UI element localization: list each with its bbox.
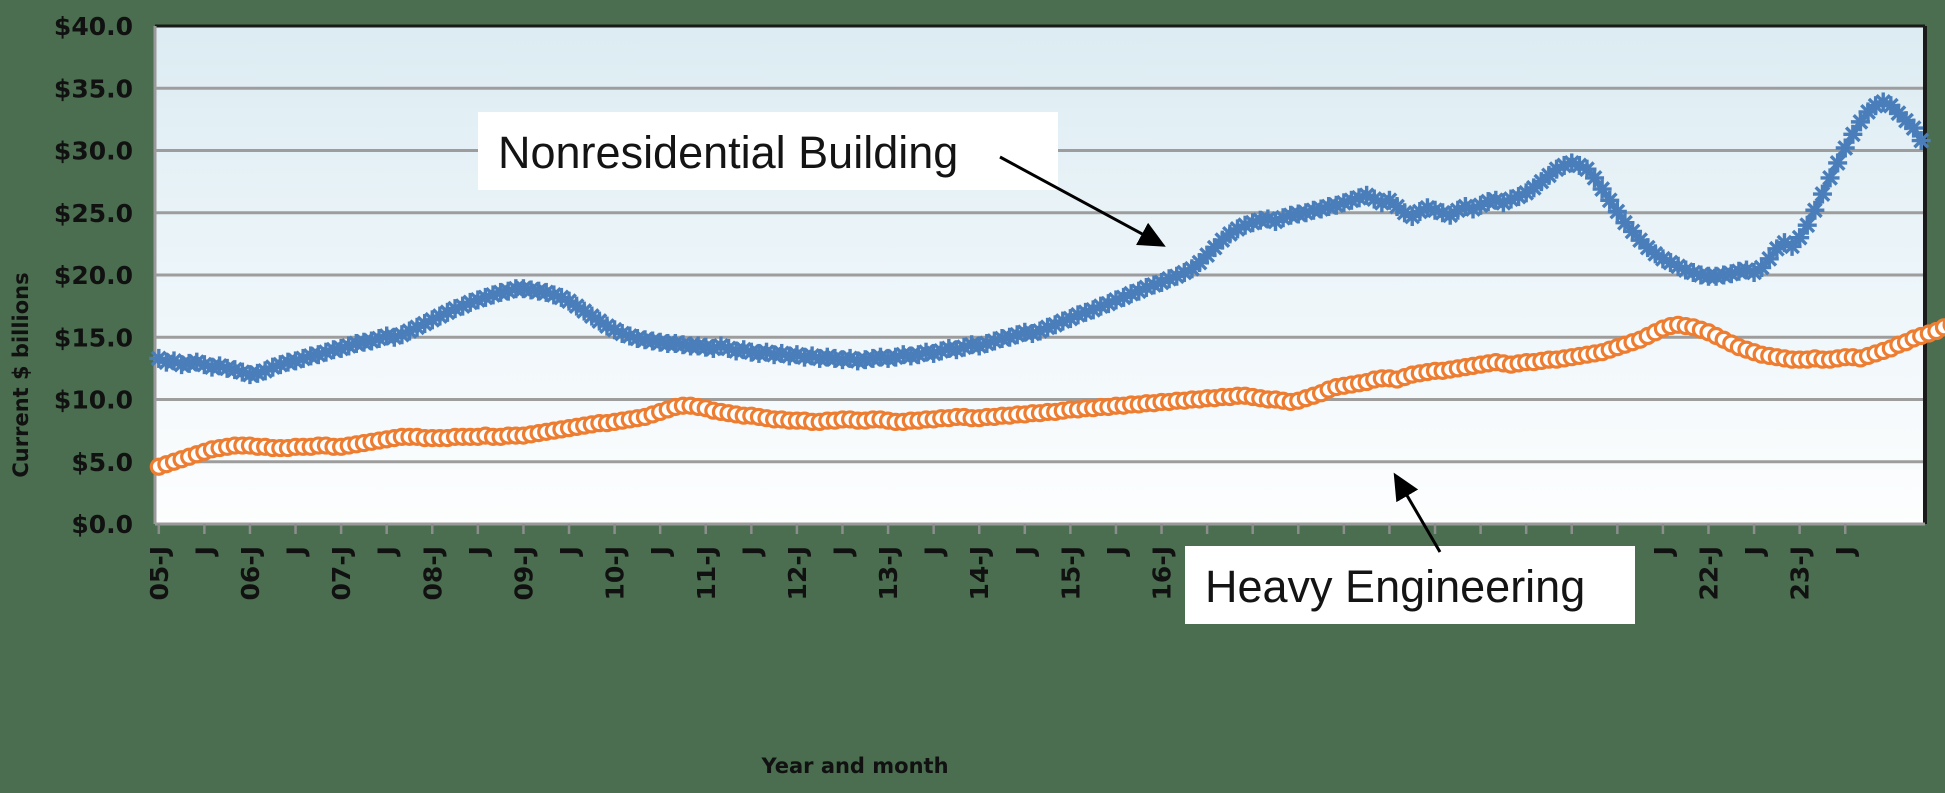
- data-point-marker: [1600, 190, 1620, 210]
- annotation-leader-heavy: [1393, 472, 1442, 553]
- data-point-marker: [1828, 153, 1848, 173]
- annotation-label-box-heavy: [1185, 546, 1635, 624]
- x-axis-tick-label: J: [829, 546, 858, 557]
- data-point-marker: [1782, 236, 1802, 256]
- data-point-marker: [1592, 179, 1612, 199]
- data-point-marker: [1820, 168, 1840, 188]
- x-axis-title: Year and month: [760, 754, 948, 778]
- series-layer: [149, 92, 1945, 476]
- annotation-label-heavy: Heavy Engineering: [1205, 561, 1585, 612]
- x-axis-tick-label: 05-J: [145, 546, 174, 600]
- data-point-marker: [1790, 228, 1810, 248]
- x-axis-tick-label: 10-J: [601, 546, 630, 600]
- data-point-marker: [1531, 172, 1551, 192]
- annotation-leader-nonresidential: [999, 155, 1166, 247]
- y-axis-tick-label: $0.0: [71, 510, 133, 539]
- x-axis-tick-label: J: [737, 546, 766, 557]
- data-point-marker: [1835, 138, 1855, 158]
- x-axis-tick-label: J: [1011, 546, 1040, 557]
- data-point-marker: [1911, 131, 1931, 151]
- y-axis-tick-label: $15.0: [54, 323, 133, 352]
- y-axis-title: Current $ billions: [9, 272, 33, 477]
- x-axis-tick-label: J: [1102, 546, 1131, 557]
- x-axis-tick-label: 08-J: [418, 546, 447, 600]
- x-axis-tick-label: 14-J: [965, 546, 994, 600]
- x-axis-tick-label: 11-J: [692, 546, 721, 600]
- data-point-marker: [1585, 168, 1605, 188]
- series-1: [149, 92, 1931, 385]
- data-point-marker: [1843, 124, 1863, 144]
- data-point-marker: [1797, 215, 1817, 235]
- x-axis-tick-label: 09-J: [509, 546, 538, 600]
- x-axis-tick-label: 23-J: [1786, 546, 1815, 600]
- x-axis-ticks: [157, 524, 1847, 534]
- y-axis-tick-label: $10.0: [54, 386, 133, 415]
- y-axis-tick-label: $40.0: [54, 12, 133, 41]
- x-axis-tick-label: J: [1649, 546, 1678, 557]
- data-point-marker: [1805, 200, 1825, 220]
- x-axis-tick-label: 13-J: [874, 546, 903, 600]
- y-axis-tick-label: $5.0: [71, 448, 133, 477]
- data-point-marker: [1607, 202, 1627, 222]
- y-axis-tick-label: $20.0: [54, 261, 133, 290]
- annotation-label-nonresidential: Nonresidential Building: [498, 127, 958, 178]
- x-axis-tick-label: J: [282, 546, 311, 557]
- data-point-marker: [1812, 184, 1832, 204]
- annotation-nonresidential-building: Nonresidential Building: [478, 112, 1166, 247]
- data-point-marker: [719, 338, 739, 358]
- x-axis-tick-label: 22-J: [1695, 546, 1724, 600]
- x-axis-tick-label: J: [464, 546, 493, 557]
- annotation-label-box-nonresidential: [478, 112, 1058, 190]
- data-point-marker: [954, 337, 974, 357]
- x-axis-tick-label: J: [646, 546, 675, 557]
- data-point-marker: [946, 340, 966, 360]
- x-axis-tick-label: 16-J: [1148, 546, 1177, 600]
- x-axis-tick-label: 07-J: [327, 546, 356, 600]
- x-axis-tick-label: J: [555, 546, 584, 557]
- data-point-marker: [1904, 118, 1924, 138]
- x-axis-tick-label: J: [1831, 546, 1860, 557]
- x-axis-tick-label: J: [920, 546, 949, 557]
- y-axis-tick-label: $35.0: [54, 74, 133, 103]
- x-axis-tick-label: 12-J: [783, 546, 812, 600]
- annotation-heavy-engineering: Heavy Engineering: [1185, 472, 1635, 624]
- x-axis-tick-label: J: [1740, 546, 1769, 557]
- x-axis-tick-label: J: [190, 546, 219, 557]
- y-axis-tick-label: $25.0: [54, 199, 133, 228]
- y-axis-tick-labels: $40.0 $35.0 $30.0 $25.0 $20.0 $15.0 $10.0 $5.0 $…: [54, 12, 133, 539]
- series-2: [149, 315, 1945, 476]
- y-axis-tick-label: $30.0: [54, 137, 133, 166]
- data-point-marker: [1296, 203, 1316, 223]
- x-axis-tick-label: 15-J: [1056, 546, 1085, 600]
- x-axis-tick-label: 06-J: [236, 546, 265, 600]
- x-axis-tick-label: J: [373, 546, 402, 557]
